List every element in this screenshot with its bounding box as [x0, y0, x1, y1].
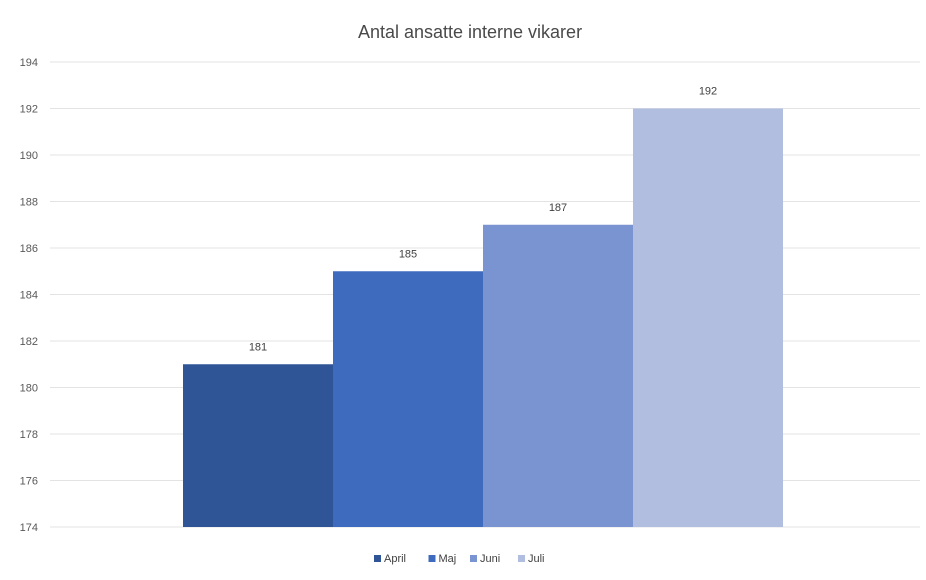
- y-tick-label: 190: [20, 150, 38, 162]
- legend-swatch-april: [374, 555, 381, 562]
- y-tick-label: 186: [20, 243, 38, 255]
- data-label-juni: 187: [549, 202, 567, 214]
- y-tick-label: 180: [20, 383, 38, 395]
- y-tick-label: 188: [20, 197, 38, 209]
- y-tick-label: 194: [20, 57, 38, 69]
- legend-swatch-juli: [518, 555, 525, 562]
- bar-juni: [483, 224, 633, 527]
- y-axis-ticks: 174 176 178 180 182 184 186 188 190 192 194: [20, 57, 38, 534]
- legend-label-juni: Juni: [480, 553, 500, 565]
- legend-label-juli: Juli: [528, 553, 545, 565]
- legend-swatch-maj: [428, 555, 436, 562]
- y-tick-label: 184: [20, 290, 38, 302]
- y-tick-label: 174: [20, 522, 38, 534]
- data-labels: 181 185 187 192: [249, 86, 717, 354]
- y-tick-label: 192: [20, 104, 38, 116]
- y-tick-label: 178: [20, 429, 38, 441]
- legend: April Maj Juni Juli: [374, 553, 545, 565]
- legend-label-april: April: [384, 553, 406, 565]
- y-tick-label: 182: [20, 336, 38, 348]
- chart-title: Antal ansatte interne vikarer: [358, 22, 582, 42]
- legend-swatch-juni: [470, 555, 477, 562]
- y-tick-label: 176: [20, 476, 38, 488]
- data-label-juli: 192: [699, 86, 717, 98]
- bar-juli: [633, 108, 783, 527]
- legend-label-maj: Maj: [439, 553, 457, 565]
- bar-april: [183, 364, 333, 527]
- data-label-april: 181: [249, 341, 267, 353]
- data-label-maj: 185: [399, 248, 417, 260]
- bar-maj: [333, 271, 483, 527]
- bars: [183, 108, 783, 527]
